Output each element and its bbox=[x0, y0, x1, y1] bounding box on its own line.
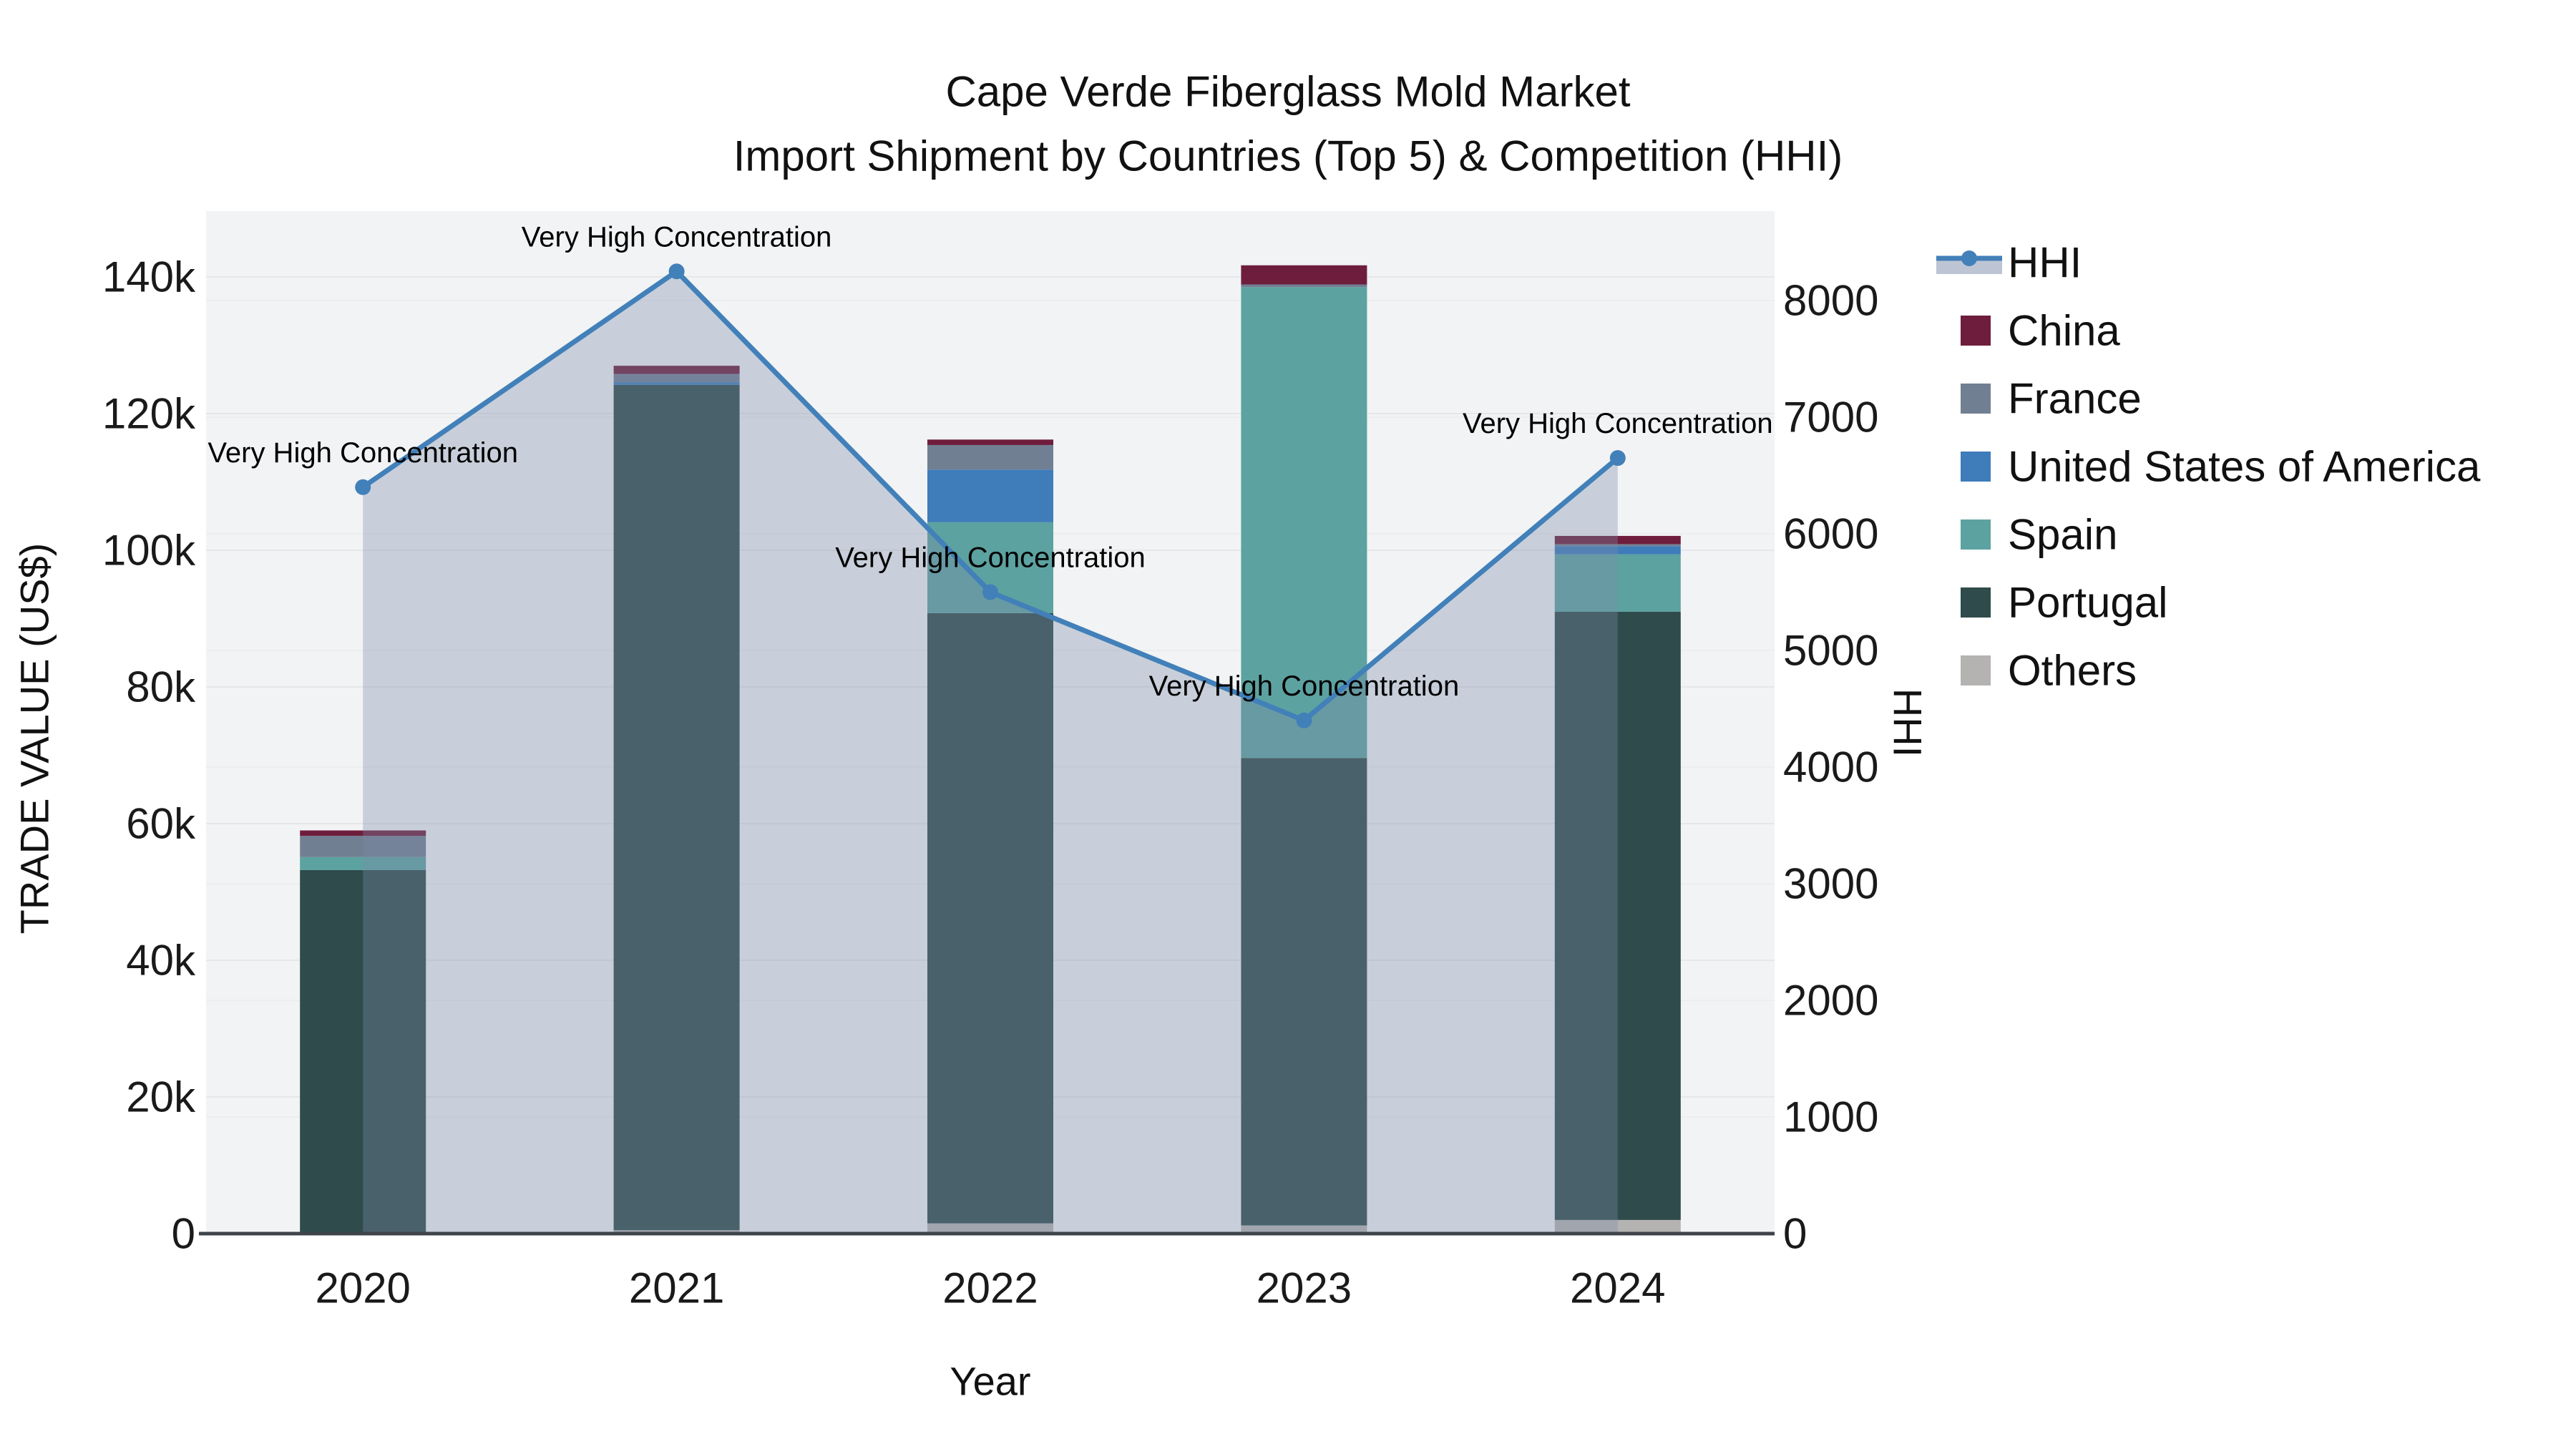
hhi-marker-2022 bbox=[982, 584, 998, 600]
legend-label-portugal: Portugal bbox=[2008, 579, 2167, 627]
hhi-marker-2021 bbox=[668, 263, 685, 280]
legend-label-france: France bbox=[2008, 375, 2142, 423]
bar-segment-china-2020 bbox=[300, 830, 426, 836]
y-tick-left-100k: 100k bbox=[102, 527, 196, 575]
legend-hhi-marker-swatch bbox=[1961, 250, 1977, 266]
bar-segment-portugal-2024 bbox=[1554, 611, 1681, 1220]
x-tick-2021: 2021 bbox=[629, 1264, 724, 1312]
y-tick-left-140k: 140k bbox=[102, 253, 196, 301]
hhi-annotation-2023: Very High Concentration bbox=[1149, 670, 1460, 702]
bar-segment-france-2022 bbox=[927, 444, 1053, 470]
hhi-area-fill bbox=[363, 271, 1618, 1234]
y-tick-right-2000: 2000 bbox=[1783, 977, 1878, 1025]
y-tick-left-0: 0 bbox=[172, 1210, 195, 1258]
hhi-marker-2020 bbox=[355, 479, 371, 495]
legend-label-united-states-of-america: United States of America bbox=[2008, 443, 2481, 491]
legend-label-others: Others bbox=[2008, 647, 2137, 695]
y-tick-left-60k: 60k bbox=[126, 800, 196, 848]
hhi-marker-2023 bbox=[1296, 712, 1312, 728]
hhi-marker-2024 bbox=[1609, 450, 1626, 467]
bar-segment-spain-2023 bbox=[1241, 287, 1367, 758]
x-tick-2023: 2023 bbox=[1257, 1264, 1352, 1312]
bar-segment-others-2022 bbox=[927, 1223, 1053, 1234]
y-tick-right-4000: 4000 bbox=[1783, 743, 1878, 791]
bar-segment-portugal-2022 bbox=[927, 613, 1053, 1224]
y-tick-left-80k: 80k bbox=[126, 663, 196, 711]
hhi-annotation-2024: Very High Concentration bbox=[1463, 408, 1773, 439]
y-tick-right-7000: 7000 bbox=[1783, 394, 1878, 441]
y-tick-right-0: 0 bbox=[1783, 1210, 1807, 1258]
legend-label-spain: Spain bbox=[2008, 511, 2117, 559]
y-tick-left-20k: 20k bbox=[126, 1073, 196, 1121]
legend-item-spain[interactable]: Spain bbox=[1961, 511, 2117, 559]
bar-segment-china-2024 bbox=[1554, 535, 1681, 545]
legend-swatch-portugal bbox=[1961, 587, 1991, 618]
bar-segment-china-2022 bbox=[927, 439, 1053, 445]
x-tick-2024: 2024 bbox=[1570, 1264, 1665, 1312]
bar-segment-china-2021 bbox=[613, 366, 740, 374]
y-tick-left-40k: 40k bbox=[126, 937, 196, 985]
legend-item-united-states-of-america[interactable]: United States of America bbox=[1961, 443, 2481, 491]
legend-item-france[interactable]: France bbox=[1961, 375, 2142, 423]
chart-title-line1: Cape Verde Fiberglass Mold Market bbox=[945, 68, 1630, 116]
bar-segment-china-2023 bbox=[1241, 265, 1367, 285]
hhi-annotation-2022: Very High Concentration bbox=[835, 542, 1146, 574]
y-axis-title-right: HHI bbox=[1885, 688, 1931, 757]
y-tick-right-8000: 8000 bbox=[1783, 277, 1878, 325]
legend-swatch-united-states-of-america bbox=[1961, 452, 1991, 482]
bar-segment-spain-2024 bbox=[1554, 554, 1681, 612]
legend-swatch-spain bbox=[1961, 519, 1991, 550]
bar-segment-united-states-of-america-2022 bbox=[927, 469, 1053, 522]
x-axis-title: Year bbox=[950, 1359, 1030, 1404]
y-tick-right-6000: 6000 bbox=[1783, 510, 1878, 558]
legend-item-china[interactable]: China bbox=[1961, 307, 2120, 355]
legend-item-others[interactable]: Others bbox=[1961, 647, 2137, 695]
bar-segment-others-2023 bbox=[1241, 1225, 1367, 1234]
y-tick-right-5000: 5000 bbox=[1783, 627, 1878, 675]
legend-swatch-france bbox=[1961, 384, 1991, 414]
x-tick-2022: 2022 bbox=[942, 1264, 1038, 1312]
bar-segment-portugal-2021 bbox=[613, 384, 740, 1231]
legend-item-hhi[interactable]: HHI bbox=[1936, 239, 2082, 287]
hhi-annotation-2020: Very High Concentration bbox=[208, 437, 518, 469]
y-tick-left-120k: 120k bbox=[102, 390, 196, 438]
bar-segment-united-states-of-america-2021 bbox=[613, 382, 740, 385]
bar-segment-france-2023 bbox=[1241, 284, 1367, 288]
y-axis-title-left: TRADE VALUE (US$) bbox=[12, 543, 57, 935]
legend-label-hhi: HHI bbox=[2008, 239, 2082, 287]
bar-segment-spain-2020 bbox=[300, 857, 426, 870]
bar-segment-others-2024 bbox=[1554, 1219, 1681, 1234]
legend-item-portugal[interactable]: Portugal bbox=[1961, 579, 2167, 627]
y-tick-right-3000: 3000 bbox=[1783, 860, 1878, 908]
hhi-annotation-2021: Very High Concentration bbox=[522, 221, 832, 253]
legend-swatch-china bbox=[1961, 316, 1991, 346]
x-tick-2020: 2020 bbox=[315, 1264, 410, 1312]
bar-segment-portugal-2023 bbox=[1241, 758, 1367, 1226]
chart-title-line2: Import Shipment by Countries (Top 5) & C… bbox=[733, 132, 1843, 180]
bar-segment-france-2020 bbox=[300, 836, 426, 857]
bar-segment-portugal-2020 bbox=[300, 869, 426, 1234]
bar-segment-france-2024 bbox=[1554, 544, 1681, 547]
y-tick-right-1000: 1000 bbox=[1783, 1093, 1878, 1141]
bar-segment-united-states-of-america-2024 bbox=[1554, 546, 1681, 555]
bar-segment-france-2021 bbox=[613, 374, 740, 383]
legend-swatch-others bbox=[1961, 655, 1991, 686]
legend-label-china: China bbox=[2008, 307, 2120, 355]
